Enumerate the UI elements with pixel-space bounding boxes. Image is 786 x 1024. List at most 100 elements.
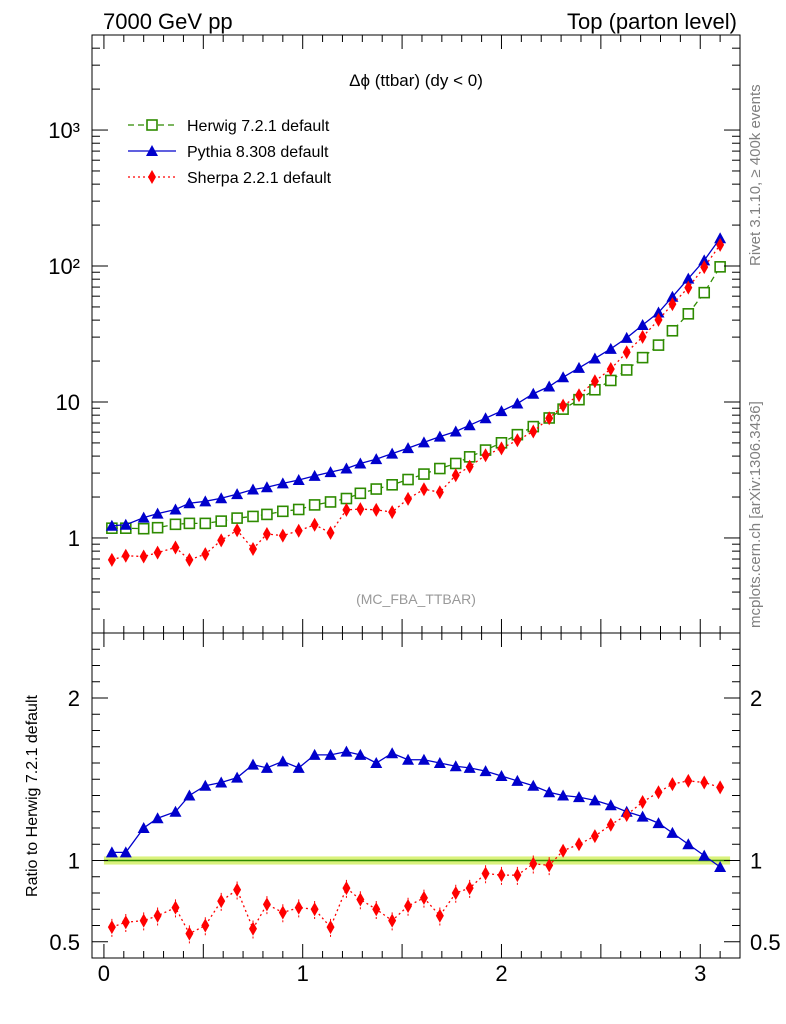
- data-point-0-20: [418, 468, 430, 480]
- series-line-2: [111, 244, 721, 561]
- ratio-point-0-35: [652, 817, 665, 829]
- ratio-point-1-9: [249, 921, 258, 936]
- ratio-point-1-7: [217, 894, 226, 909]
- data-point-1-28: [543, 380, 556, 392]
- data-point-2-16: [356, 502, 365, 517]
- data-point-0-14: [324, 496, 337, 508]
- main-plot-content: [105, 232, 727, 567]
- ratio-point-1-26: [513, 868, 522, 883]
- legend-marker-2: [148, 170, 156, 184]
- data-point-1-4: [169, 503, 182, 515]
- ratio-point-0-1: [119, 846, 132, 858]
- ratio-point-0-15: [340, 745, 353, 757]
- data-point-1-13: [308, 469, 321, 481]
- ratio-point-1-14: [326, 920, 335, 935]
- ratio-point-0-28: [543, 786, 556, 798]
- data-point-2-8: [233, 523, 242, 538]
- x-tick-label-2: 2: [495, 961, 507, 986]
- ratio-point-1-28: [545, 858, 554, 873]
- ratio-point-0-5: [183, 789, 196, 801]
- ratio-point-0-21: [433, 757, 446, 768]
- data-point-1-37: [682, 272, 695, 284]
- data-point-2-20: [419, 482, 428, 497]
- data-point-1-30: [572, 361, 585, 373]
- ratio-point-1-6: [201, 918, 210, 933]
- data-point-1-39: [714, 232, 727, 244]
- ratio-point-1-22: [451, 886, 460, 900]
- ratio-point-1-30: [574, 837, 583, 852]
- data-point-2-35: [654, 312, 663, 327]
- data-point-0-18: [386, 479, 398, 491]
- data-point-1-24: [479, 412, 492, 424]
- data-point-1-8: [231, 488, 244, 500]
- data-point-0-5: [183, 517, 196, 530]
- ratio-point-1-37: [684, 773, 693, 788]
- data-point-0-22: [449, 457, 462, 470]
- ratio-axis-label: Ratio to Herwig 7.2.1 default: [24, 695, 41, 897]
- data-point-1-2: [137, 511, 150, 523]
- data-point-2-38: [700, 260, 709, 275]
- ratio-point-1-17: [372, 902, 381, 917]
- y-tick-label-2: 10²: [48, 254, 80, 279]
- ratio-point-1-23: [465, 881, 474, 896]
- analysis-name-label: (MC_FBA_TTBAR): [356, 591, 476, 607]
- legend: Herwig 7.2.1 default Pythia 8.308 default…: [128, 118, 332, 187]
- legend-marker-1: [146, 145, 158, 156]
- data-point-1-26: [511, 397, 524, 409]
- x-tick-label-1: 1: [297, 961, 309, 986]
- ratio-point-0-37: [682, 838, 695, 850]
- data-point-1-15: [340, 462, 353, 474]
- data-point-2-30: [574, 388, 583, 403]
- data-point-1-34: [636, 319, 649, 331]
- data-point-0-15: [340, 492, 353, 505]
- data-point-1-1: [119, 518, 132, 530]
- data-point-0-4: [169, 518, 182, 531]
- ratio-point-0-13: [308, 748, 321, 760]
- ratio-point-1-39: [716, 780, 725, 795]
- ratio-line-1: [111, 780, 721, 935]
- data-point-1-16: [354, 457, 367, 469]
- data-point-2-6: [201, 547, 210, 562]
- ratio-point-1-32: [606, 817, 615, 832]
- data-point-1-22: [449, 425, 462, 437]
- data-point-2-11: [278, 528, 287, 543]
- series-line-0: [111, 266, 721, 530]
- ratio-point-1-13: [310, 902, 319, 917]
- ratio-plot-content: [103, 745, 731, 944]
- ratio-point-1-3: [153, 908, 162, 923]
- ratio-point-1-15: [342, 881, 351, 896]
- data-point-1-17: [370, 453, 383, 465]
- y-tick-label-1: 10: [56, 390, 80, 415]
- data-point-0-11: [277, 505, 289, 518]
- ratio-y-tick-label-right-0: 0.5: [750, 930, 781, 955]
- data-point-2-15: [342, 502, 351, 517]
- header-energy-label: 7000 GeV pp: [103, 9, 233, 34]
- ratio-point-1-0: [107, 920, 116, 935]
- ratio-point-0-38: [698, 849, 711, 861]
- data-point-2-3: [153, 545, 162, 560]
- y-tick-label-0: 1: [68, 526, 80, 551]
- ratio-point-0-10: [260, 761, 273, 773]
- data-point-1-18: [386, 447, 399, 459]
- ratio-point-0-19: [402, 753, 415, 765]
- data-point-2-13: [310, 517, 319, 532]
- data-point-0-35: [652, 339, 665, 351]
- ratio-point-1-38: [700, 775, 709, 790]
- data-point-1-21: [433, 430, 446, 442]
- data-point-0-19: [402, 473, 414, 486]
- data-point-1-33: [620, 331, 633, 343]
- ratio-point-0-11: [276, 755, 289, 767]
- ratio-point-0-20: [417, 753, 430, 765]
- data-point-1-25: [495, 405, 508, 417]
- legend-label-1: Pythia 8.308 default: [187, 144, 329, 161]
- ratio-point-0-7: [215, 776, 228, 788]
- data-point-2-37: [684, 280, 693, 295]
- data-point-2-18: [388, 505, 397, 520]
- mcplots-reference-label: mcplots.cern.ch [arXiv:1306.3436]: [747, 401, 764, 628]
- data-point-0-7: [215, 515, 228, 527]
- data-point-0-34: [636, 351, 649, 364]
- ratio-point-0-16: [354, 748, 367, 760]
- data-point-1-14: [324, 466, 337, 478]
- data-point-0-6: [199, 517, 212, 530]
- legend-label-0: Herwig 7.2.1 default: [187, 118, 330, 135]
